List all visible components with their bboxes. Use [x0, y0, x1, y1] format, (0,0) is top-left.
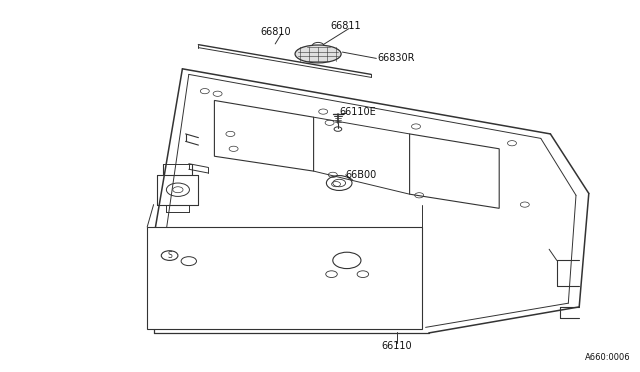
Text: 14957Y: 14957Y [378, 271, 414, 281]
Text: 66855: 66855 [326, 235, 357, 245]
Text: 66801A: 66801A [314, 282, 351, 292]
Polygon shape [214, 100, 314, 171]
Text: (3): (3) [192, 261, 205, 271]
Text: 66811: 66811 [330, 21, 361, 31]
Text: 66801A: 66801A [192, 271, 229, 281]
Polygon shape [410, 134, 499, 208]
Text: 66110: 66110 [381, 341, 412, 351]
Text: A660:0006: A660:0006 [585, 353, 630, 362]
Text: 66110E: 66110E [339, 107, 376, 116]
Bar [147, 227, 422, 329]
Text: 66B00: 66B00 [346, 170, 377, 180]
Text: 66830R: 66830R [378, 53, 415, 62]
Ellipse shape [295, 45, 341, 63]
Text: 08310-62552: 08310-62552 [182, 252, 248, 262]
Text: 66810: 66810 [260, 27, 291, 36]
Text: S: S [167, 251, 172, 260]
